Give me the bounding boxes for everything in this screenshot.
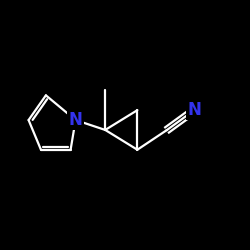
Text: N: N xyxy=(187,101,201,119)
Text: N: N xyxy=(68,111,82,129)
